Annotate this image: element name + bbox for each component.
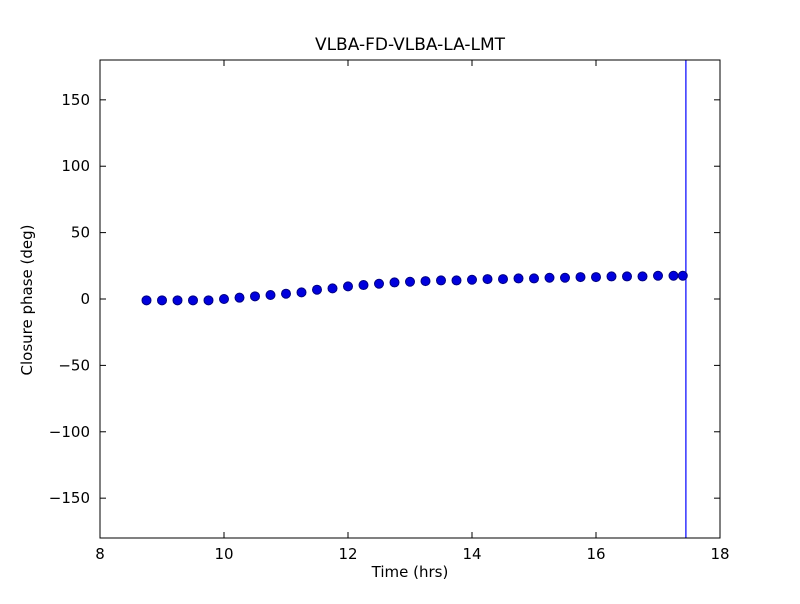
data-point [482,274,493,285]
plot-area [100,60,720,538]
plot-background [100,60,720,538]
y-tick-label: 0 [80,290,90,308]
x-axis-label: Time (hrs) [371,563,449,581]
data-point [420,276,431,287]
data-point [560,272,570,283]
data-point [219,294,229,304]
data-point [250,291,260,302]
data-point [327,283,338,294]
y-tick-label: 50 [71,224,90,242]
x-tick-label: 8 [95,545,105,563]
data-point [312,284,322,295]
data-point [358,280,369,291]
data-points-layer [141,270,688,306]
data-point [467,274,477,285]
data-point [265,290,276,301]
data-point [513,273,524,284]
data-point [405,276,415,287]
y-tick-label: 100 [61,157,90,175]
y-axis-label: Closure phase (deg) [18,225,36,376]
data-point [374,278,384,289]
x-tick-label: 12 [338,545,357,563]
data-point [622,271,632,282]
data-point [141,295,152,306]
tick-labels-layer: 8 10 12 14 16 18 −150 −100 −50 0 50 100 150 [49,91,730,563]
data-point [544,272,555,283]
data-point [575,272,586,283]
data-point [234,292,245,303]
data-point [343,281,353,292]
data-point [172,295,183,306]
ticks-layer [99,60,721,538]
data-point [637,271,648,282]
y-tick-label: −50 [58,356,90,374]
data-point [436,275,446,286]
data-point [677,270,688,281]
y-tick-label: −100 [49,423,90,441]
data-point [529,273,539,284]
data-point [668,270,679,281]
data-point [591,272,601,283]
y-tick-label: 150 [61,91,90,109]
x-tick-label: 16 [586,545,605,563]
x-tick-label: 14 [462,545,481,563]
data-point [203,295,214,306]
data-point [157,295,167,306]
data-point [281,288,291,299]
data-point [653,270,663,281]
data-point [296,287,307,298]
data-point [188,295,198,306]
x-tick-label: 10 [214,545,233,563]
data-point [451,275,462,286]
chart-title: VLBA-FD-VLBA-LA-LMT [315,35,506,55]
data-point [389,277,400,288]
y-tick-label: −150 [49,489,90,507]
data-point [498,274,508,285]
data-point [606,271,617,282]
x-tick-label: 18 [710,545,729,563]
